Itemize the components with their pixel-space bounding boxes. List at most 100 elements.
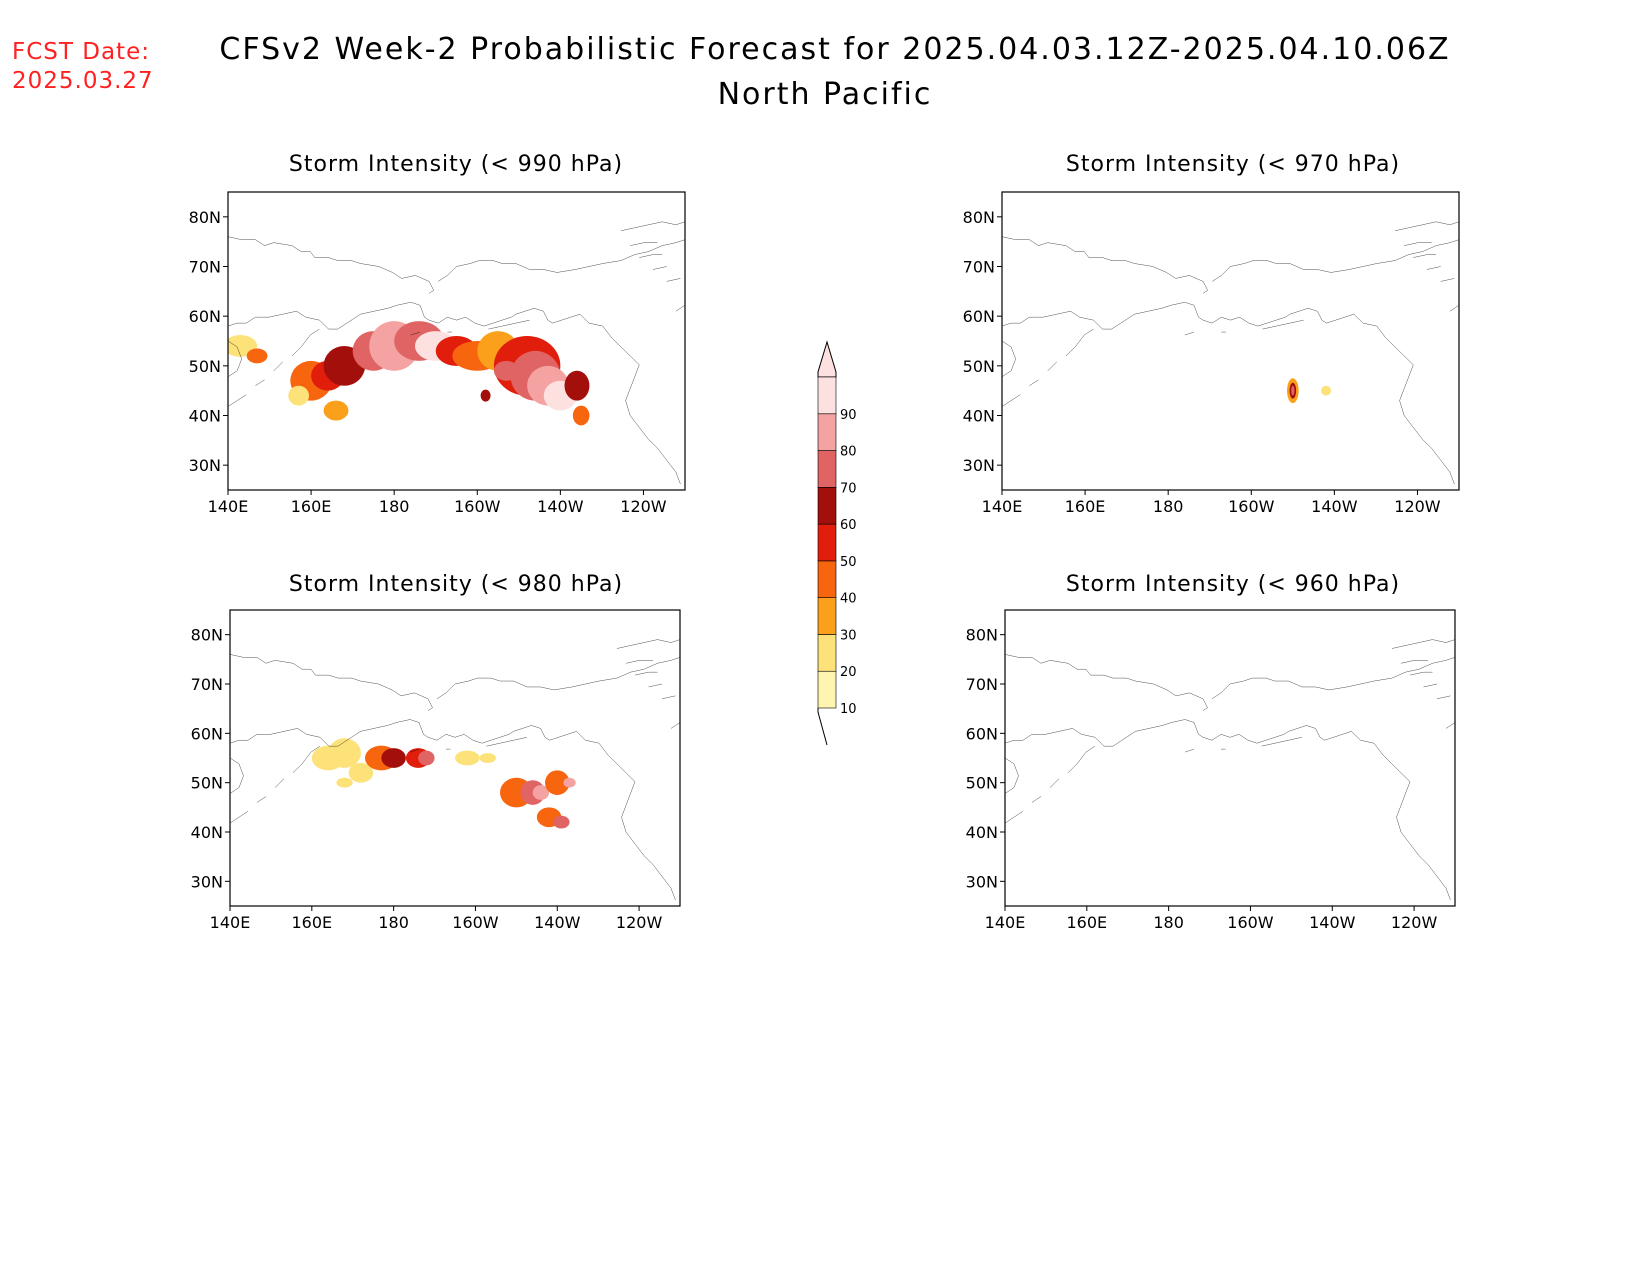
lon-label: 120W: [1391, 913, 1438, 932]
lat-label: 30N: [191, 872, 223, 891]
lat-label: 50N: [963, 357, 995, 376]
probability-area: [1291, 385, 1295, 396]
colorbar-label: 60: [840, 518, 857, 533]
lon-label: 140E: [208, 497, 249, 516]
lon-label: 140W: [534, 913, 581, 932]
probability-area: [532, 785, 550, 800]
coastline: [1005, 638, 1455, 901]
forecast-date-block: FCST Date: 2025.03.27: [12, 38, 154, 96]
colorbar-swatch: [817, 634, 837, 672]
colorbar-label: 30: [840, 628, 857, 643]
forecast-date-label: FCST Date:: [12, 39, 150, 65]
lat-label: 80N: [189, 208, 221, 227]
colorbar-swatch: [817, 487, 837, 525]
colorbar-bottom-cap: [817, 708, 828, 746]
colorbar-label: 80: [840, 445, 857, 460]
probability-area: [545, 770, 570, 796]
panel-title-980: Storm Intensity (< 980 hPa): [288, 572, 624, 597]
lon-label: 160E: [1065, 497, 1106, 516]
probability-area: [563, 777, 576, 788]
lon-label: 160E: [291, 497, 332, 516]
lon-label: 180: [1153, 913, 1184, 932]
colorbar-swatch: [817, 670, 837, 709]
colorbar-top-cap: [817, 340, 837, 378]
probability-area: [480, 389, 491, 402]
lat-label: 60N: [191, 724, 223, 743]
lat-label: 40N: [191, 823, 223, 842]
lat-label: 60N: [966, 724, 998, 743]
lat-label: 70N: [966, 675, 998, 694]
probability-area: [564, 370, 590, 401]
lon-label: 160E: [1066, 913, 1107, 932]
forecast-date-value: 2025.03.27: [12, 68, 154, 94]
probability-area: [493, 360, 519, 381]
panel-title-990: Storm Intensity (< 990 hPa): [288, 152, 624, 177]
lon-label: 180: [378, 913, 409, 932]
lat-label: 40N: [963, 407, 995, 426]
lat-label: 30N: [966, 872, 998, 891]
colorbar-swatch: [817, 560, 837, 598]
probability-area: [1321, 385, 1332, 396]
probability-area: [381, 748, 406, 768]
lat-label: 50N: [191, 774, 223, 793]
probability-shading: [311, 738, 576, 829]
probability-area: [418, 750, 435, 766]
colorbar-label: 20: [840, 665, 857, 680]
colorbar-swatch: [817, 523, 837, 562]
map-panels: 80N 70N 60N 50N 40N 30N 140E 160E 180 160W 140W 120…: [189, 191, 1460, 932]
lon-label: 120W: [1394, 497, 1441, 516]
probability-shading: [228, 321, 590, 426]
lon-label: 120W: [620, 497, 667, 516]
colorbar-label: 70: [840, 481, 857, 496]
lat-label: 30N: [189, 456, 221, 475]
coastline: [1002, 221, 1459, 485]
lat-label: 70N: [191, 675, 223, 694]
lat-label: 70N: [189, 258, 221, 277]
map-panel-980: 80N 70N 60N 50N 40N 30N 140E 160E 180 160W 140W 120…: [191, 609, 681, 932]
lon-label: 140W: [537, 497, 584, 516]
lon-label: 160W: [1227, 913, 1274, 932]
probability-area: [572, 405, 590, 426]
lon-label: 140E: [982, 497, 1023, 516]
lat-label: 60N: [963, 307, 995, 326]
map-panel-970: 80N 70N 60N 50N 40N 30N 140E 160E 180 160W 140W 120…: [963, 191, 1460, 516]
map-panel-960: 80N 70N 60N 50N 40N 30N 140E 160E 180 160W 140W 120…: [966, 609, 1456, 932]
colorbar-swatches: 10 20 30 40 50 60 70 80 90: [817, 376, 857, 717]
colorbar: 10 20 30 40 50 60 70 80 90: [817, 340, 857, 746]
lat-label: 50N: [966, 774, 998, 793]
lon-label: 120W: [616, 913, 663, 932]
map-frame: [227, 191, 686, 491]
region-subtitle: North Pacific: [717, 77, 933, 112]
lat-label: 70N: [963, 258, 995, 277]
lon-label: 140W: [1311, 497, 1358, 516]
lat-label: 80N: [963, 208, 995, 227]
main-title: CFSv2 Week-2 Probabilistic Forecast for …: [219, 32, 1451, 67]
panel-title-970: Storm Intensity (< 970 hPa): [1065, 152, 1401, 177]
lat-label: 30N: [963, 456, 995, 475]
lat-label: 40N: [189, 407, 221, 426]
map-frame: [1001, 191, 1460, 491]
probability-area: [479, 753, 496, 763]
colorbar-swatch: [817, 450, 837, 488]
lat-label: 50N: [189, 357, 221, 376]
lon-label: 180: [379, 497, 410, 516]
lon-label: 180: [1153, 497, 1184, 516]
lon-label: 140E: [210, 913, 251, 932]
colorbar-label: 50: [840, 555, 857, 570]
lon-label: 160W: [1228, 497, 1275, 516]
probability-shading: [1287, 378, 1332, 404]
probability-area: [336, 777, 353, 788]
probability-area: [328, 738, 361, 768]
map-frame: [1004, 609, 1456, 907]
probability-area: [288, 385, 310, 406]
colorbar-label: 90: [840, 408, 857, 423]
lon-label: 140W: [1309, 913, 1356, 932]
lon-label: 160E: [291, 913, 332, 932]
coastline: [230, 638, 680, 901]
colorbar-label: 40: [840, 592, 857, 607]
lat-label: 80N: [191, 626, 223, 645]
probability-area: [455, 750, 480, 766]
colorbar-label: 10: [840, 702, 857, 717]
map-frame: [229, 609, 681, 907]
